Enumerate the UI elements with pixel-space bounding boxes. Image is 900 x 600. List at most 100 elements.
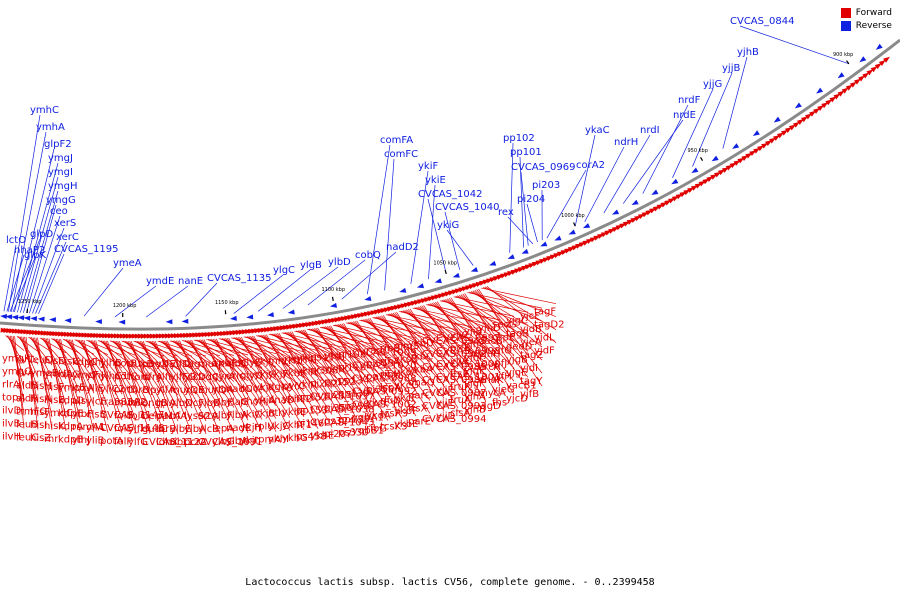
forward-gene-label: ylhJ xyxy=(86,358,104,369)
reverse-gene-arrow xyxy=(752,130,760,136)
forward-leader-line xyxy=(343,323,403,419)
forward-gene-label: pi356 xyxy=(366,385,394,396)
forward-gene-label: ykhF1 xyxy=(282,420,312,431)
forward-gene-arrow xyxy=(866,69,874,76)
reverse-gene-arrow xyxy=(816,87,824,94)
forward-gene-label: ylcB xyxy=(198,424,219,435)
forward-gene-label: ylfH xyxy=(128,424,148,435)
reverse-gene-label: ymeA xyxy=(113,258,142,269)
forward-gene-label: yjjF xyxy=(436,385,453,396)
reverse-gene-label: ylgB xyxy=(300,260,322,271)
reverse-leader-line xyxy=(672,88,714,178)
forward-gene-label: hisB xyxy=(44,395,65,406)
reverse-gene-arrow xyxy=(118,319,126,325)
reverse-leader-line xyxy=(258,269,311,312)
forward-gene-label: pbuX xyxy=(142,359,168,370)
forward-gene-label: CVCAS_0987 xyxy=(422,388,486,399)
tick-label: 1150 kbp xyxy=(215,300,239,306)
reverse-gene-arrow xyxy=(691,167,699,173)
forward-gene-label: lrfA xyxy=(170,411,187,422)
forward-gene-label: potC xyxy=(114,372,137,383)
forward-gene-label: hisI xyxy=(30,420,47,431)
reverse-gene-arrow xyxy=(266,312,274,318)
forward-gene-arrow xyxy=(862,72,870,79)
forward-gene-label: yjcD xyxy=(506,393,528,404)
reverse-gene-arrow xyxy=(470,267,478,272)
forward-leader-line xyxy=(95,340,123,434)
tick-label: 1000 kbp xyxy=(561,213,585,219)
forward-gene-label: ribC xyxy=(170,437,190,448)
forward-gene-label: ykjF xyxy=(268,369,288,380)
forward-gene-label: tagF xyxy=(534,307,556,318)
forward-gene-label: ykhE xyxy=(310,430,334,441)
forward-gene-arrow xyxy=(833,93,841,100)
forward-gene-label: CVCAS_0985 xyxy=(422,362,486,373)
forward-gene-arrow xyxy=(273,326,281,332)
forward-gene-label: ykjK xyxy=(254,383,275,394)
forward-leader-line xyxy=(194,339,249,356)
forward-gene-label: CVCAS_1020 xyxy=(352,361,416,372)
forward-gene-label: yjeA xyxy=(520,337,542,348)
forward-gene-label: yjfB xyxy=(520,389,539,400)
reverse-gene-label: ykiG xyxy=(437,220,459,231)
reverse-leader-line xyxy=(519,156,524,248)
forward-gene-label: yjgB xyxy=(506,354,528,365)
forward-gene-label: hisC xyxy=(58,357,79,368)
reverse-gene-arrow xyxy=(5,314,13,320)
forward-gene-label: ftsE xyxy=(450,369,469,380)
forward-leader-line xyxy=(44,338,67,393)
reverse-gene-label: ykiE xyxy=(425,175,446,186)
forward-gene-label: rlrA xyxy=(2,380,20,391)
forward-gene-label: yjiC xyxy=(450,330,468,341)
forward-gene-label: ykhF2 xyxy=(282,394,312,405)
forward-gene-arrow xyxy=(854,78,861,85)
forward-gene-label: ykbF xyxy=(394,406,418,417)
forward-leader-line xyxy=(191,339,235,434)
reverse-leader-line xyxy=(446,229,474,266)
forward-leader-line xyxy=(206,339,263,355)
forward-leader-line xyxy=(68,339,95,407)
reverse-gene-label: nanE xyxy=(178,276,203,287)
forward-gene-arrow xyxy=(776,132,784,139)
forward-gene-label: thrB xyxy=(128,385,149,396)
reverse-gene-arrow xyxy=(416,283,425,289)
forward-gene-arrow xyxy=(757,145,765,152)
forward-gene-label: yjeG xyxy=(492,384,515,395)
forward-gene-label: pcrA xyxy=(184,437,207,448)
reverse-leader-line xyxy=(8,114,41,312)
forward-leader-line xyxy=(47,338,67,418)
forward-gene-label: nadC xyxy=(226,384,252,395)
forward-gene-label: pi146 xyxy=(296,419,324,430)
forward-gene-arrow xyxy=(768,137,777,144)
reverse-gene-label: comFA xyxy=(380,135,413,146)
reverse-leader-line xyxy=(367,144,391,295)
forward-gene-label: tagD2 xyxy=(534,320,564,331)
forward-gene-arrow xyxy=(883,56,890,63)
forward-gene-label: yqbB1 xyxy=(352,426,384,437)
forward-leader-line xyxy=(203,339,249,434)
forward-gene-label: pacA xyxy=(156,411,181,422)
map-caption: Lactococcus lactis subsp. lactis CV56, c… xyxy=(245,577,655,588)
forward-gene-arrow xyxy=(792,121,800,128)
forward-gene-arrow xyxy=(870,66,878,73)
forward-gene-label: parE xyxy=(408,417,431,428)
reverse-gene-arrow xyxy=(64,318,72,324)
forward-gene-label: dacB xyxy=(478,336,503,347)
forward-leader-line xyxy=(483,287,557,318)
reverse-gene-label: CVCAS_0844 xyxy=(730,16,794,27)
forward-gene-label: yliB xyxy=(86,436,104,447)
forward-gene-label: ylfA xyxy=(156,385,175,396)
reverse-gene-arrow xyxy=(17,315,25,321)
forward-gene-label: kdpB xyxy=(58,435,83,446)
forward-gene-label: glmS xyxy=(394,341,419,352)
forward-genes xyxy=(0,56,890,339)
forward-gene-label: leuB xyxy=(16,419,38,430)
forward-gene-label: hisH xyxy=(30,381,52,392)
forward-gene-label: folC xyxy=(128,411,147,422)
forward-gene-arrow xyxy=(717,169,726,176)
forward-gene-arrow xyxy=(780,129,788,136)
forward-leader-lines xyxy=(5,285,557,435)
reverse-gene-label: CVCAS_1042 xyxy=(418,189,482,200)
reverse-gene-label: lctO xyxy=(6,235,26,246)
